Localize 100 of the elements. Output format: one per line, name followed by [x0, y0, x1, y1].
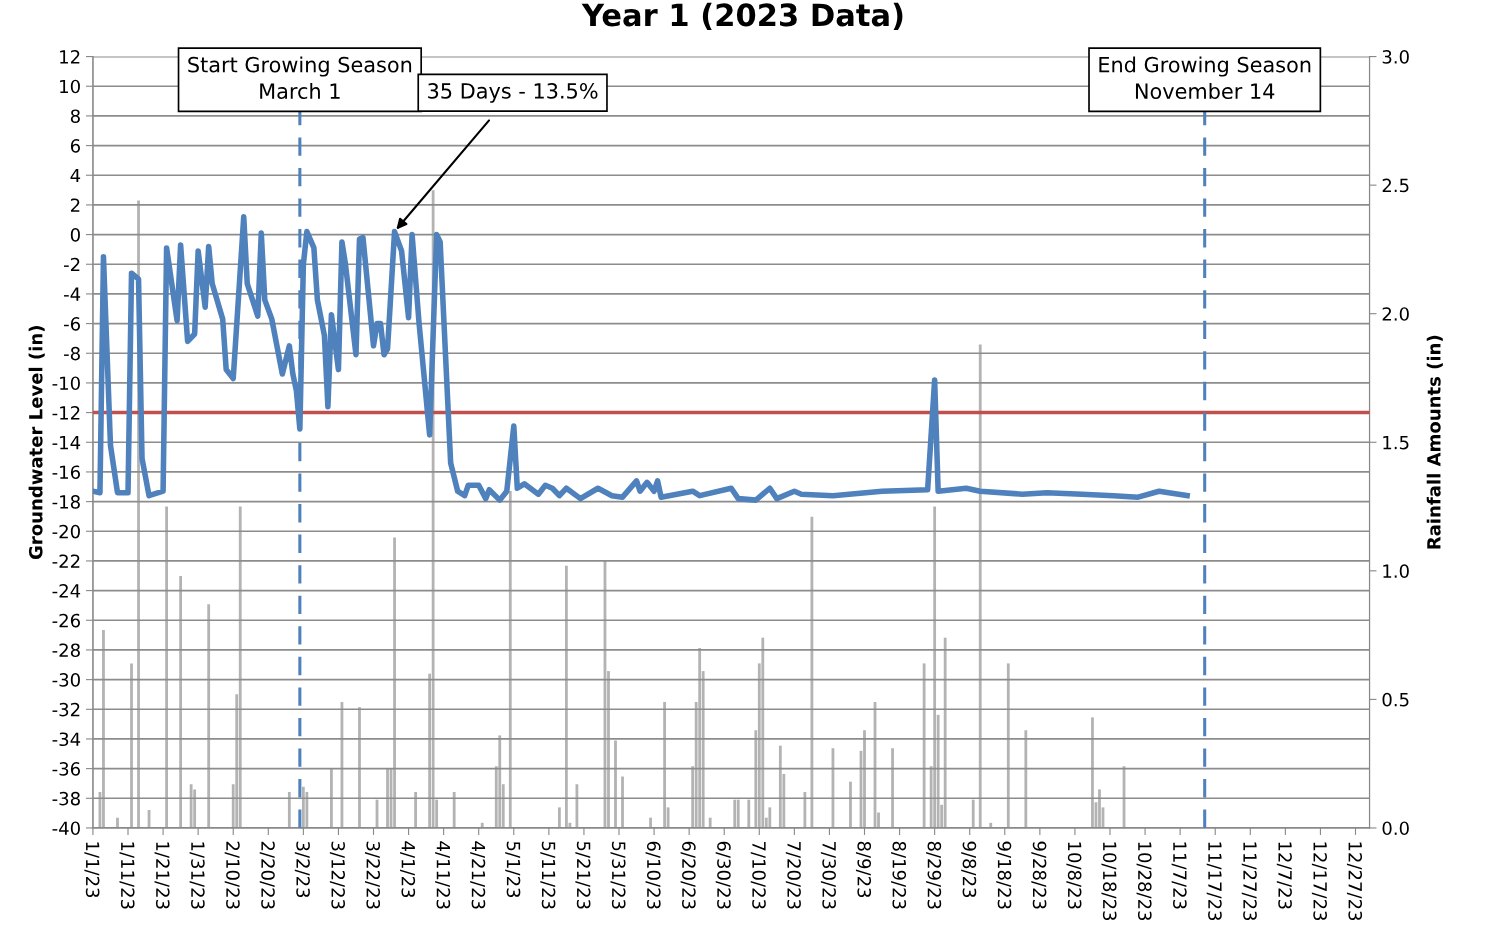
bar — [803, 791, 807, 828]
y-tick-label: -10 — [52, 376, 80, 391]
bar — [971, 799, 975, 828]
x-tick-label: 11/7/23 — [1171, 842, 1187, 909]
x-tick-label: 11/17/23 — [1206, 842, 1222, 921]
y-tick-label: 12 — [60, 50, 80, 64]
x-tick-label: 9/18/23 — [996, 841, 1012, 909]
bar — [358, 707, 361, 828]
bar — [891, 748, 894, 828]
x-tick-label: 9/8/23 — [961, 841, 977, 898]
bar — [943, 637, 947, 828]
y-tick-label: 10 — [60, 79, 80, 94]
y-tick-label: -40 — [52, 821, 80, 836]
x-tick-label: 3/12/23 — [329, 841, 345, 909]
y2-tick-label: 0.0 — [1382, 821, 1409, 836]
y2-tick-label: 0.5 — [1382, 692, 1409, 707]
x-tick-label: 10/28/23 — [1136, 842, 1152, 921]
bar — [768, 807, 772, 828]
y-tick-label: -4 — [64, 287, 81, 301]
x-tick-label: 10/8/23 — [1066, 842, 1082, 909]
x-tick-label: 12/17/23 — [1311, 842, 1327, 921]
x-tick-label: 4/1/23 — [400, 841, 416, 898]
y-tick-label: 2 — [70, 198, 80, 212]
bar — [565, 565, 568, 828]
x-tick-label: 1/21/23 — [154, 842, 170, 909]
chart-title: Year 1 (2023 Data) — [581, 2, 903, 31]
y-tick-label: 6 — [70, 139, 80, 153]
x-tick-label: 7/20/23 — [785, 841, 801, 909]
x-tick-label: 1/31/23 — [189, 842, 205, 909]
bar — [849, 781, 852, 828]
bar — [508, 491, 512, 828]
y2-tick-label: 1.5 — [1383, 435, 1409, 450]
x-tick-label: 6/10/23 — [645, 841, 661, 909]
bar — [863, 730, 866, 828]
x-tick-label: 8/29/23 — [926, 841, 942, 909]
bar — [179, 575, 183, 828]
x-tick-label: 2/20/23 — [259, 841, 275, 909]
bar — [305, 791, 309, 828]
bar — [165, 506, 168, 828]
x-tick-label: 7/10/23 — [750, 841, 766, 909]
x-tick-label: 5/11/23 — [540, 841, 556, 909]
y-tick-label: -34 — [52, 732, 81, 747]
x-tick-label: 1/11/23 — [119, 842, 135, 909]
bar — [116, 817, 119, 828]
y-tick-label: -16 — [52, 465, 80, 480]
x-tick-label: 6/30/23 — [715, 841, 731, 909]
y-tick-label: -6 — [64, 317, 80, 331]
bar — [810, 516, 814, 828]
bar — [498, 735, 502, 828]
ref-line-label: Start Growing Season March 1 — [188, 56, 412, 100]
bar — [614, 740, 617, 828]
y-tick-label: 0 — [70, 228, 80, 242]
x-tick-label: 12/7/23 — [1276, 842, 1292, 909]
y2-tick-label: 3.0 — [1382, 50, 1409, 64]
x-tick-label: 8/9/23 — [855, 841, 872, 898]
y-tick-label: -2 — [64, 257, 80, 272]
x-tick-label: 3/2/23 — [294, 841, 310, 898]
x-tick-label: 11/27/23 — [1241, 842, 1257, 921]
y-tick-label: 8 — [70, 109, 80, 124]
y-tick-label: -20 — [52, 524, 80, 539]
x-tick-label: 2/10/23 — [224, 841, 240, 909]
bar — [649, 817, 652, 828]
annotation: 35 Days - 13.5% — [428, 83, 598, 103]
y2-tick-label: 1.0 — [1383, 564, 1409, 578]
y-tick-label: -8 — [64, 346, 80, 361]
bar — [393, 537, 396, 828]
y2-tick-label: 2.0 — [1382, 307, 1409, 321]
bar — [452, 791, 456, 828]
x-tick-label: 8/19/23 — [891, 841, 907, 909]
bar — [747, 799, 751, 828]
bar — [778, 745, 782, 828]
x-tick-label: 4/21/23 — [470, 841, 486, 909]
x-tick-label: 10/18/23 — [1101, 842, 1117, 921]
y-axis-title: Groundwater Level (in) — [28, 326, 45, 560]
x-tick-label: 3/22/23 — [364, 841, 381, 909]
bar — [102, 629, 105, 828]
bar — [238, 506, 242, 828]
bar — [386, 768, 389, 828]
y-tick-label: -12 — [52, 406, 80, 420]
bar — [621, 776, 624, 828]
x-tick-label: 9/28/23 — [1031, 841, 1047, 909]
ref-line-label: End Growing Season November 14 — [1099, 56, 1311, 100]
y-tick-label: -32 — [52, 702, 80, 717]
bar — [189, 784, 193, 828]
x-tick-label: 5/31/23 — [610, 841, 626, 909]
bar — [933, 506, 937, 828]
bar — [736, 799, 740, 828]
x-tick-label: 5/1/23 — [505, 841, 521, 898]
bar — [761, 637, 765, 828]
y2-tick-label: 2.5 — [1382, 178, 1409, 193]
bar — [698, 647, 702, 828]
bar — [1098, 789, 1101, 828]
x-tick-label: 6/20/23 — [680, 841, 696, 909]
bar — [922, 663, 926, 828]
x-tick-label: 1/1/23 — [84, 842, 100, 898]
y-tick-label: -26 — [52, 613, 80, 628]
x-tick-label: 12/27/23 — [1346, 842, 1363, 921]
bar — [130, 663, 133, 828]
y-tick-label: -24 — [52, 584, 81, 598]
bar — [414, 791, 417, 828]
